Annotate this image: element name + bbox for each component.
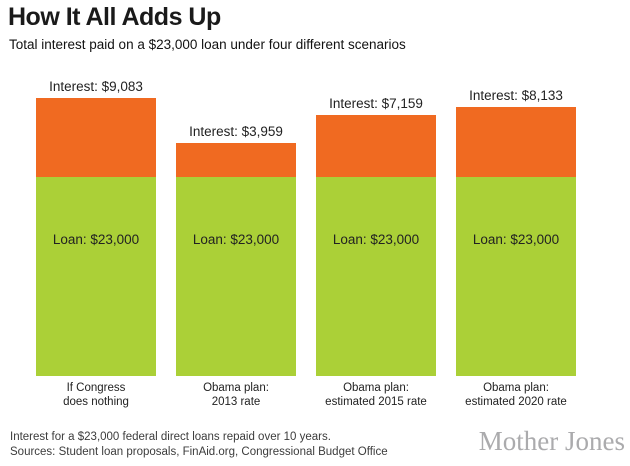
- page-title: How It All Adds Up: [8, 3, 221, 31]
- loan-value-label: Loan: $23,000: [472, 232, 560, 247]
- category-label-line: Obama plan:: [343, 382, 409, 394]
- category-label-line: If Congress: [66, 382, 126, 394]
- interest-value-label: Interest: $8,133: [469, 88, 563, 103]
- loan-value-label: Loan: $23,000: [192, 232, 280, 247]
- bar-column: Interest: $8,133 Loan: $23,000: [456, 88, 576, 376]
- bar-segment-loan: Loan: $23,000: [36, 177, 156, 376]
- bar-segment-loan: Loan: $23,000: [456, 177, 576, 376]
- category-label-line: estimated 2020 rate: [465, 395, 567, 408]
- footnote-line-1: Interest for a $23,000 federal direct lo…: [10, 431, 331, 443]
- bar-column: Interest: $7,159 Loan: $23,000: [316, 96, 436, 376]
- bar-column: Interest: $3,959 Loan: $23,000: [176, 124, 296, 376]
- loan-value-label: Loan: $23,000: [332, 232, 420, 247]
- bar-segment-loan: Loan: $23,000: [176, 177, 296, 376]
- category-label: Obama plan: estimated 2015 rate: [291, 382, 461, 409]
- category-label: Obama plan: 2013 rate: [151, 382, 321, 409]
- page-subtitle: Total interest paid on a $23,000 loan un…: [9, 37, 406, 52]
- category-label: Obama plan: estimated 2020 rate: [431, 382, 601, 409]
- footnote-line-2: Sources: Student loan proposals, FinAid.…: [10, 446, 388, 458]
- category-label-line: Obama plan:: [483, 382, 549, 394]
- mother-jones-logo: Mother Jones: [478, 426, 625, 456]
- category-label-line: Obama plan:: [203, 382, 269, 394]
- interest-value-label: Interest: $3,959: [189, 124, 283, 139]
- bar-segment-interest: [316, 115, 436, 177]
- bar-column: Interest: $9,083 Loan: $23,000: [36, 79, 156, 376]
- loan-value-label: Loan: $23,000: [52, 232, 140, 247]
- category-label-line: estimated 2015 rate: [325, 395, 427, 408]
- bar-segment-interest: [176, 143, 296, 177]
- category-label-line: does nothing: [63, 395, 129, 408]
- bar-segment-interest: [36, 98, 156, 177]
- bar-segment-interest: [456, 107, 576, 177]
- chart-footnote: Interest for a $23,000 federal direct lo…: [10, 430, 388, 460]
- interest-value-label: Interest: $9,083: [49, 79, 143, 94]
- bar-segment-loan: Loan: $23,000: [316, 177, 436, 376]
- category-label-line: 2013 rate: [211, 395, 261, 408]
- interest-value-label: Interest: $7,159: [329, 96, 423, 111]
- category-label: If Congress does nothing: [11, 382, 181, 409]
